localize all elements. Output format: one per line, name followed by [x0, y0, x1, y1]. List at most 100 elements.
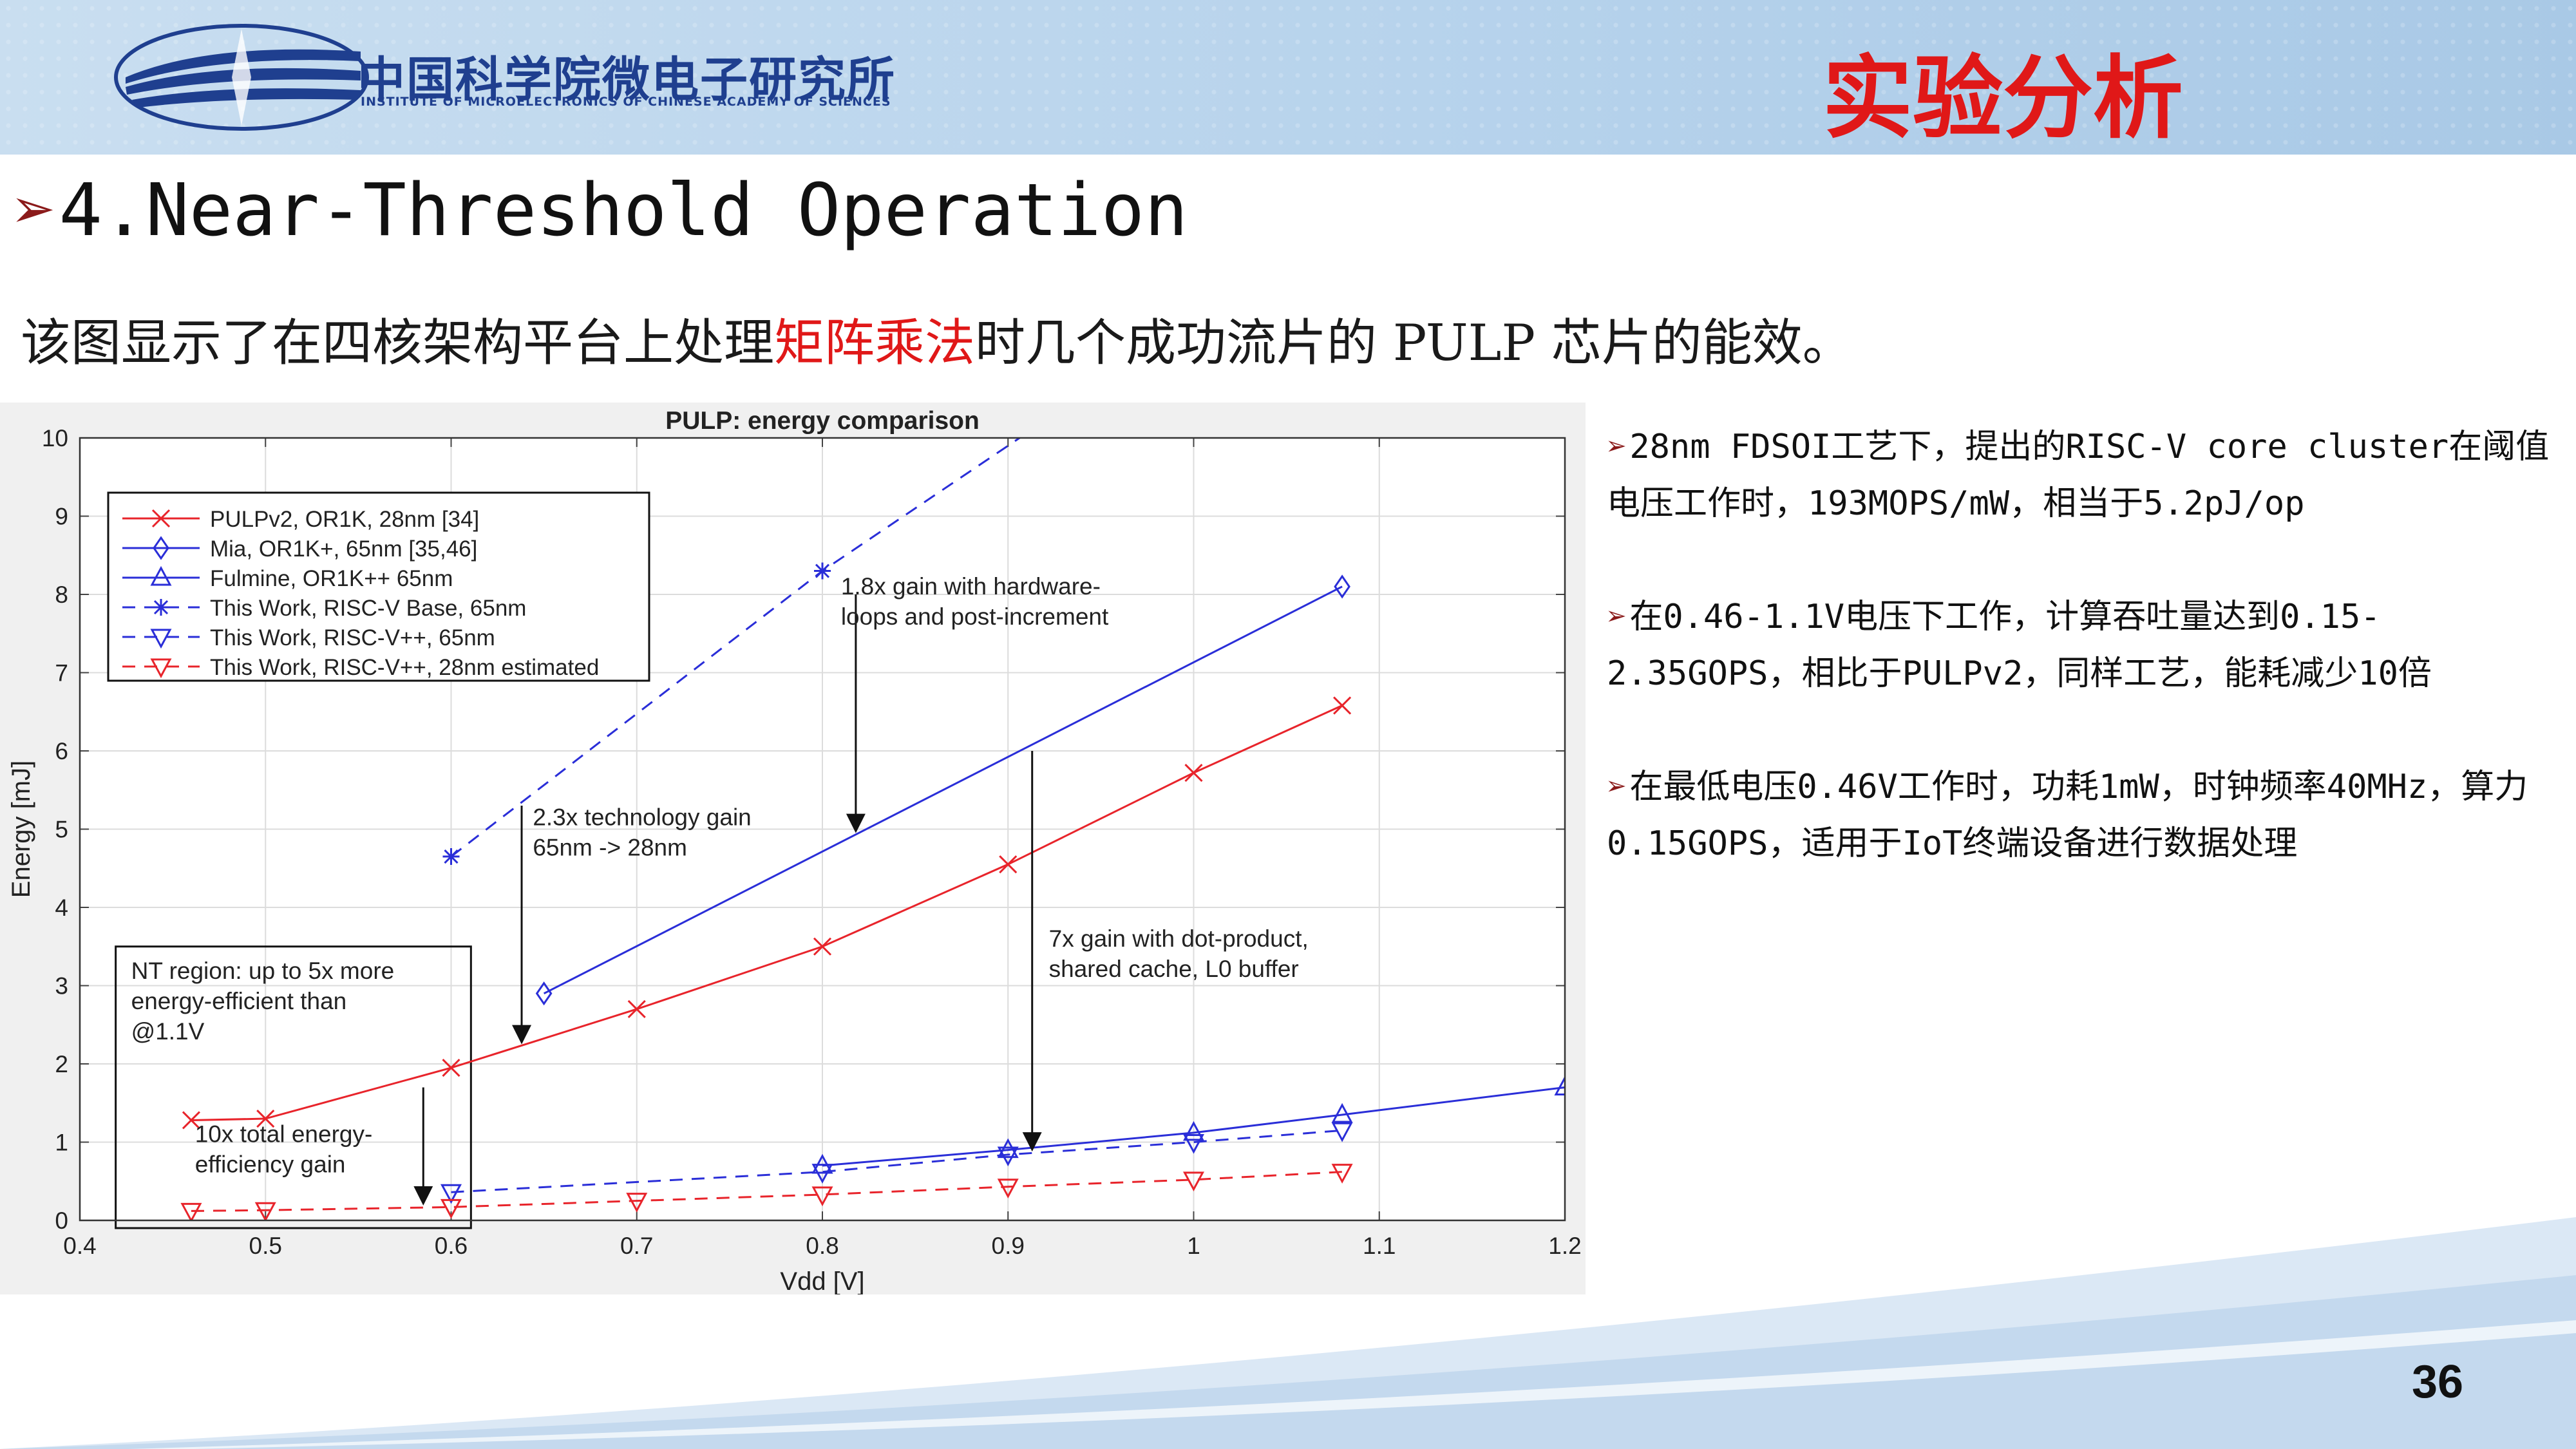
data-point-diamond-marker: [153, 536, 169, 560]
data-point-triangle-down-marker: [997, 1146, 1019, 1167]
y-tick-label: 7: [55, 660, 68, 687]
data-point-x-marker: [1184, 763, 1203, 782]
data-point-triangle-down-marker: [811, 1164, 833, 1184]
series-4: [442, 438, 1021, 866]
bullet-arrow-icon: ➢: [1607, 598, 1627, 636]
data-point-x-marker: [999, 855, 1018, 874]
y-axis-label: Energy [mJ]: [7, 761, 35, 898]
data-point-triangle-up-marker: [1182, 1121, 1205, 1141]
energy-comparison-chart: 0.4 0.5 0.6 0.7 0.8 0.9 1 1.1 1.2 0 1 2 3 4 5 6 7 8 9 10 NT …: [0, 402, 1586, 1294]
data-point-asterisk-marker: [153, 599, 169, 616]
slide-title: ➢4.Near-Threshold Operation: [13, 169, 1188, 252]
nt-region-label: energy-efficient than: [131, 988, 347, 1014]
data-point-x-marker: [442, 1059, 460, 1077]
data-point-triangle-up-marker: [1331, 1103, 1353, 1123]
title-arrow-icon: ➢: [13, 169, 57, 252]
series-2: [535, 574, 1350, 1006]
y-tick-label: 0: [55, 1208, 68, 1234]
data-point-triangle-up-marker: [997, 1138, 1019, 1159]
data-point-x-marker: [151, 509, 171, 528]
x-tick-label: 0.5: [249, 1233, 282, 1259]
bullet-text: 在0.46-1.1V电压下工作，计算吞吐量达到0.15-2.35GOPS，相比于…: [1607, 598, 2432, 693]
data-point-asterisk-marker: [814, 562, 831, 580]
data-point-triangle-down-marker: [997, 1179, 1019, 1198]
data-point-x-marker: [182, 1111, 201, 1130]
data-point-triangle-down-marker: [440, 1184, 462, 1204]
annotation-text: shared cache, L0 buffer: [1049, 956, 1299, 982]
data-point-x-marker: [1333, 696, 1352, 715]
series-6: [180, 1164, 1353, 1220]
data-point-x-marker: [813, 937, 832, 956]
annotation-text: 7x gain with dot-product,: [1049, 925, 1309, 952]
data-point-triangle-down-marker: [626, 1193, 648, 1213]
data-point-x-marker: [256, 1109, 275, 1128]
x-axis-label: Vdd [V]: [780, 1267, 864, 1294]
subtitle-text-before: 该图显示了在四核架构平台上处理: [21, 314, 775, 372]
y-tick-label: 9: [55, 504, 68, 530]
subtitle-highlight: 矩阵乘法: [774, 314, 976, 372]
bullet-item-3: ➢在最低电压0.46V工作时，功耗1mW，时钟频率40MHz，算力0.15GOP…: [1607, 759, 2566, 872]
chart-title: PULP: energy comparison: [665, 407, 980, 435]
legend-entry-label: Mia, OR1K+, 65nm [35,46]: [210, 536, 477, 562]
ime-cas-logo-icon: [114, 24, 369, 131]
data-point-triangle-down-marker: [180, 1202, 202, 1220]
data-point-triangle-down-marker: [811, 1186, 833, 1207]
y-tick-label: 5: [55, 817, 68, 843]
x-tick-label: 0.9: [992, 1233, 1025, 1259]
legend-marker: [150, 629, 172, 649]
data-point-triangle-down-marker: [440, 1198, 462, 1219]
data-point-triangle-down-marker: [1182, 1134, 1205, 1154]
legend-marker: [153, 536, 169, 560]
annotation-text: 2.3x technology gain: [533, 804, 751, 830]
legend-entry-label: PULPv2, OR1K, 28nm [34]: [210, 507, 479, 532]
x-tick-label: 0.7: [620, 1233, 653, 1259]
data-point-x-marker: [627, 999, 646, 1019]
y-tick-label: 6: [55, 738, 68, 764]
slide-title-text: 4.Near-Threshold Operation: [59, 169, 1188, 252]
legend-marker: [150, 565, 172, 586]
y-tick-label: 4: [55, 895, 68, 921]
series-1: [182, 696, 1352, 1130]
data-point-diamond-marker: [1334, 574, 1350, 599]
nt-region-label: @1.1V: [131, 1018, 205, 1045]
y-tick-label: 10: [42, 425, 68, 451]
series-line: [822, 1086, 1565, 1167]
data-point-triangle-down-marker: [150, 658, 172, 679]
legend-marker: [153, 599, 169, 616]
chart-canvas: 0.4 0.5 0.6 0.7 0.8 0.9 1 1.1 1.2 0 1 2 3 4 5 6 7 8 9 10 NT …: [7, 407, 1582, 1294]
series-line: [191, 705, 1343, 1121]
annotation-text: efficiency gain: [195, 1151, 346, 1178]
annotation-text: loops and post-increment: [841, 603, 1109, 630]
bullet-item-2: ➢在0.46-1.1V电压下工作，计算吞吐量达到0.15-2.35GOPS，相比…: [1607, 589, 2566, 702]
legend-entry-label: This Work, RISC-V Base, 65nm: [210, 596, 526, 621]
x-tick-label: 0.8: [806, 1233, 838, 1259]
section-title: 实验分析: [1823, 46, 2184, 151]
data-point-asterisk-marker: [442, 848, 460, 866]
header-banner: 中国科学院微电子研究所 INSTITUTE OF MICROELECTRONIC…: [0, 0, 2576, 155]
subtitle-text-after: 时几个成功流片的 PULP 芯片的能效。: [975, 314, 1853, 372]
data-point-triangle-down-marker: [254, 1202, 276, 1220]
data-point-triangle-down-marker: [1331, 1122, 1353, 1142]
data-point-triangle-up-marker: [150, 565, 172, 586]
x-tick-label: 1: [1187, 1233, 1200, 1259]
bullet-item-1: ➢28nm FDSOI工艺下，提出的RISC-V core cluster在阈值…: [1607, 419, 2566, 532]
x-tick-label: 0.6: [435, 1233, 468, 1259]
annotation-text: 10x total energy-: [195, 1121, 373, 1148]
data-point-triangle-down-marker: [1331, 1164, 1353, 1184]
plot-frame: [79, 437, 1566, 1222]
annotation-text: 65nm -> 28nm: [533, 834, 687, 860]
legend-entry-label: This Work, RISC-V++, 65nm: [210, 625, 495, 650]
data-point-triangle-down-marker: [150, 629, 172, 649]
series-line: [191, 1171, 1343, 1212]
data-point-triangle-up-marker: [1554, 1075, 1565, 1095]
series-line: [451, 1129, 1343, 1193]
legend-marker: [151, 509, 171, 528]
legend-entry-label: Fulmine, OR1K++ 65nm: [210, 566, 453, 591]
bullet-text: 28nm FDSOI工艺下，提出的RISC-V core cluster在阈值电…: [1607, 428, 2550, 523]
legend-box: [107, 491, 650, 682]
series-line: [543, 585, 1343, 994]
footer-swoosh-decoration: [0, 1217, 2576, 1449]
institute-name-cn: 中国科学院微电子研究所: [357, 52, 896, 108]
nt-region-box: [115, 945, 472, 1229]
bullet-list: ➢ 28nm FDSOI工艺下，提出的RISC-V core cluster在阈值…: [1607, 419, 2566, 929]
